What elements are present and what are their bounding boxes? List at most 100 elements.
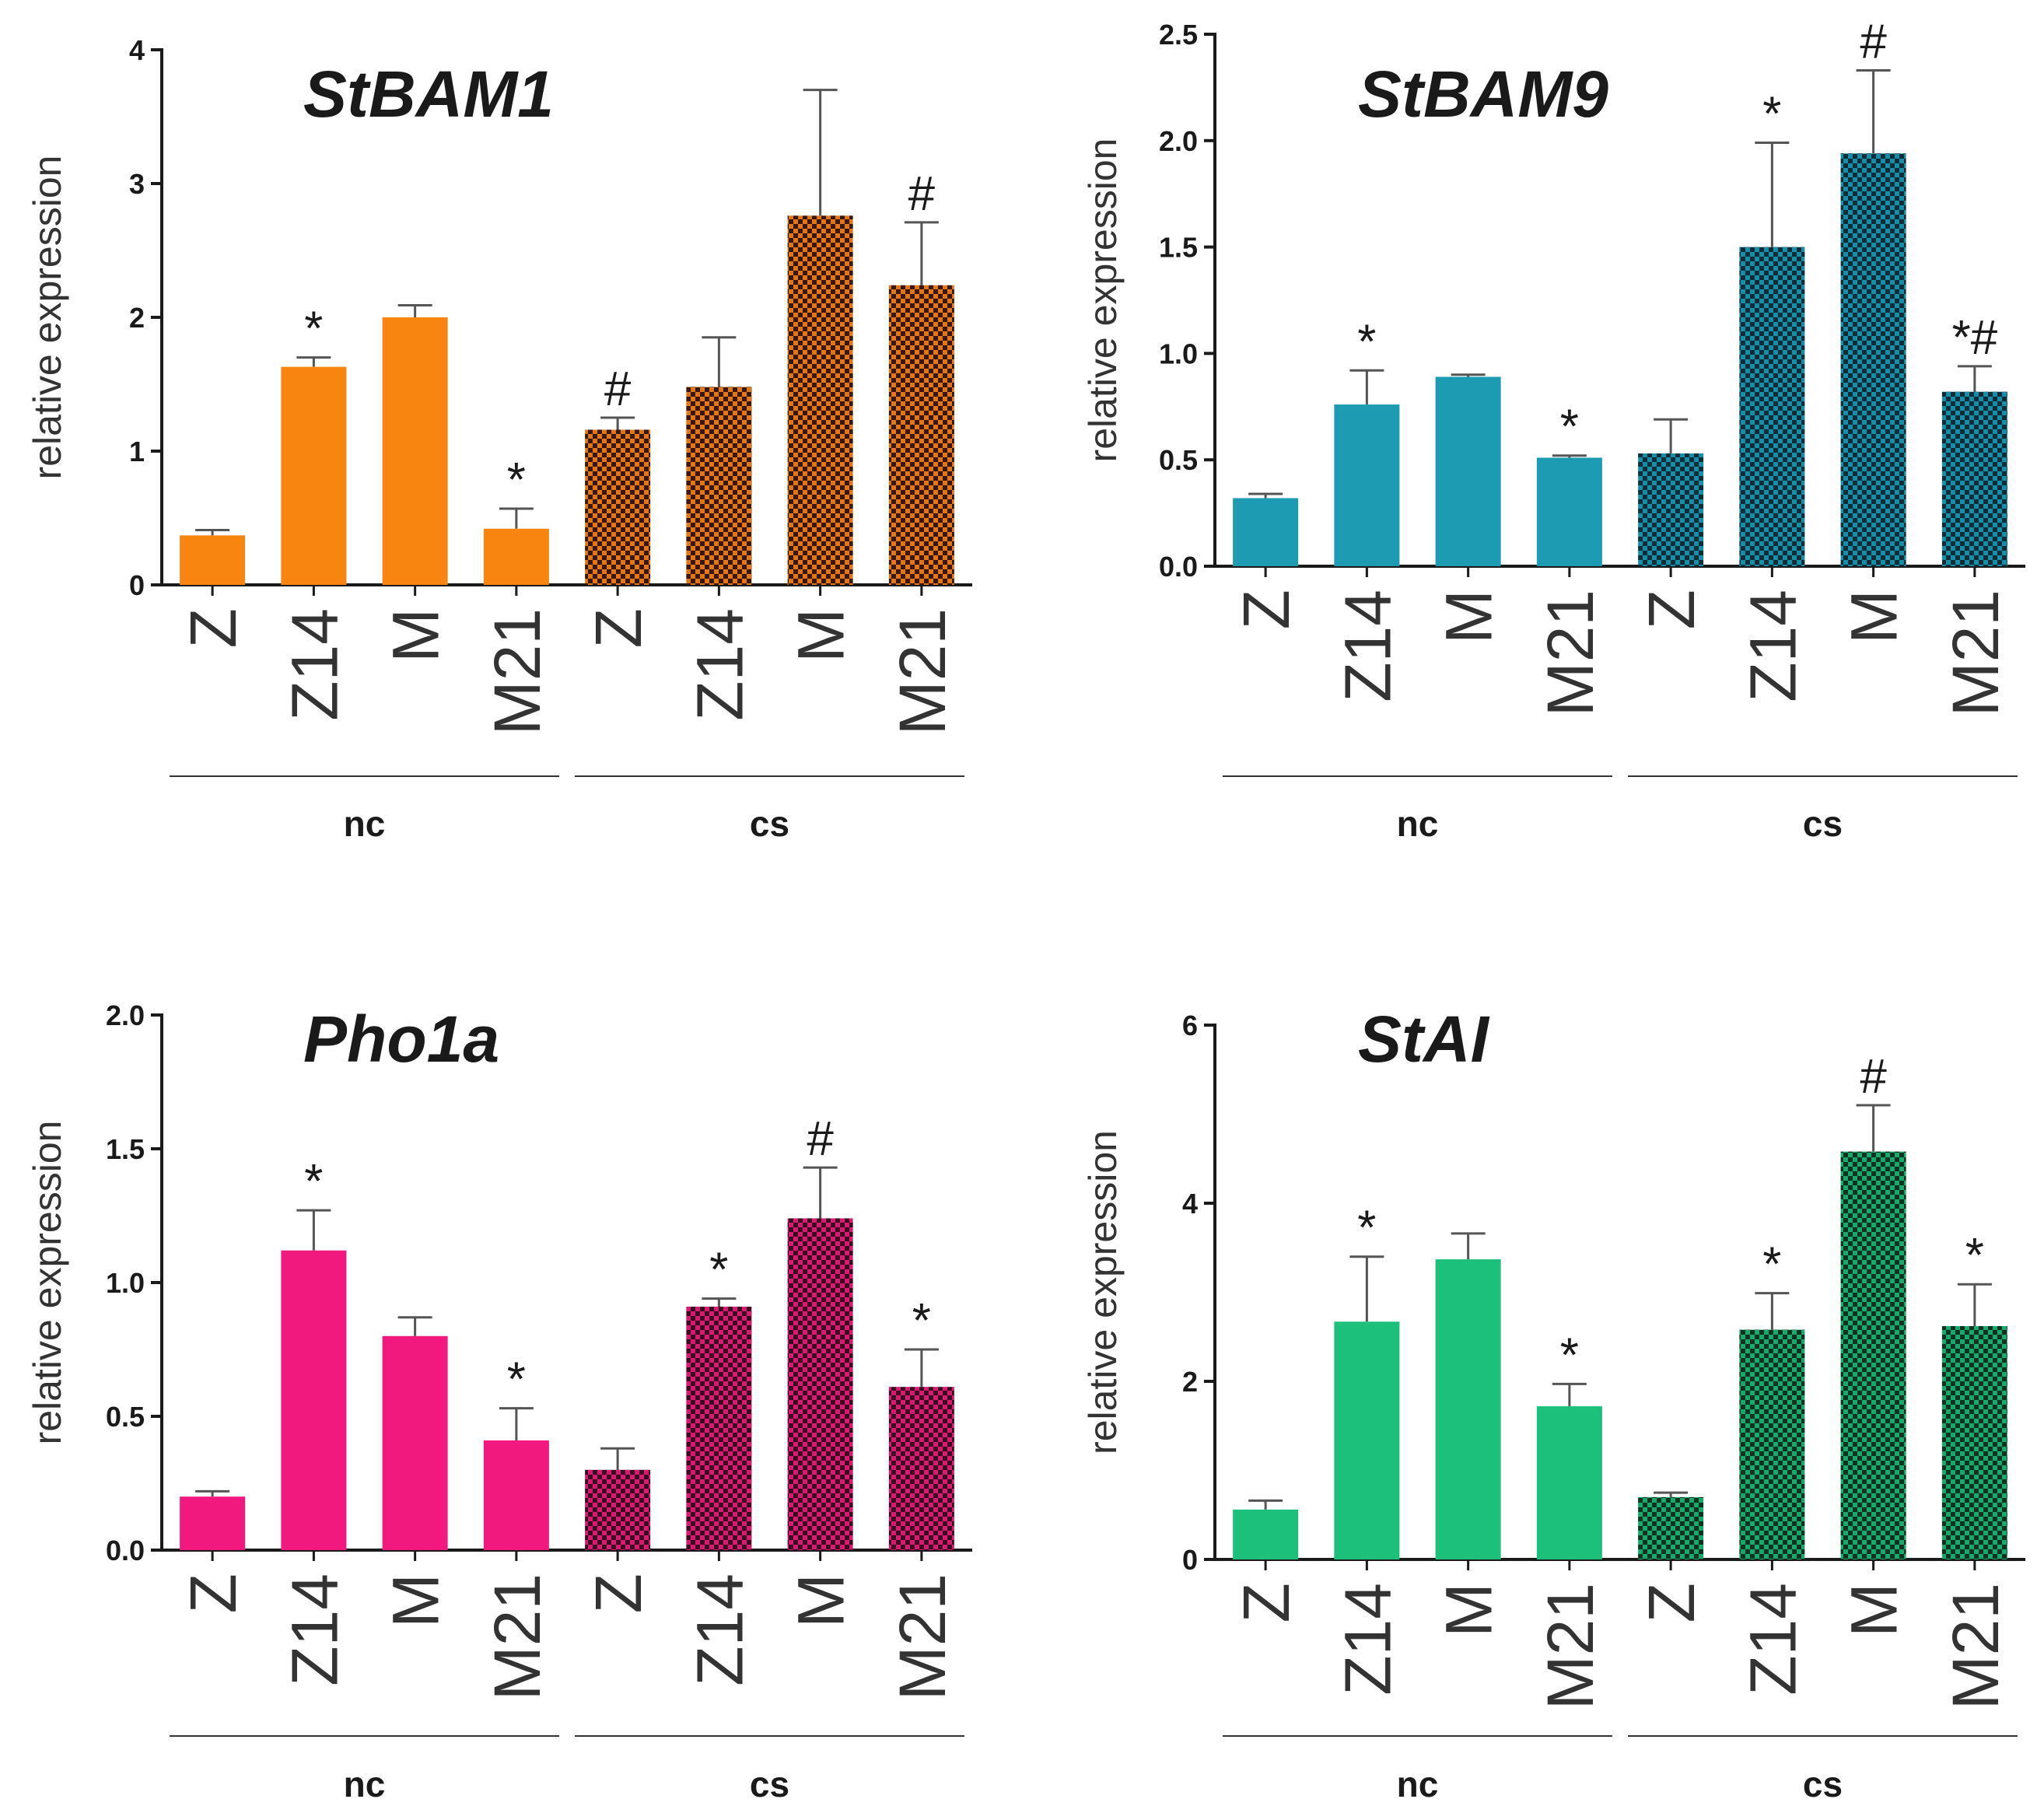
bar-cs-Z: [585, 429, 651, 585]
significance-mark: *: [1560, 401, 1579, 454]
bar-cs-Z14: [686, 387, 752, 585]
y-tick-label: 2.0: [106, 999, 145, 1031]
x-category-label: Z14: [683, 608, 756, 721]
chart-panel-Pho1a: Pho1a relative expression 0.0 0.5 1.0 1.5 2.0 Z…: [26, 999, 972, 1804]
x-category-label: Z: [1635, 1583, 1708, 1622]
y-tick-label: 3: [129, 168, 145, 200]
bar-nc-Z: [180, 535, 246, 585]
bar-nc-M21: [483, 1440, 549, 1550]
x-category-label: M21: [886, 1573, 959, 1700]
group-label: cs: [1803, 1764, 1843, 1804]
x-category-label: Z14: [1736, 1583, 1809, 1696]
y-tick-label: 0: [129, 569, 145, 601]
significance-mark: *: [1762, 1238, 1781, 1292]
bar-nc-M21: [1536, 1406, 1602, 1559]
bar-cs-M21: [888, 285, 954, 585]
x-category-label: M21: [886, 608, 959, 735]
bar-cs-Z14: [1739, 1329, 1805, 1559]
bar-cs-M: [1840, 153, 1906, 566]
bar-cs-M21: [1941, 1326, 2007, 1559]
bar-cs-Z14: [1739, 247, 1805, 566]
bar-cs-Z14: [686, 1306, 752, 1550]
x-category-label: M21: [1534, 1583, 1607, 1710]
x-category-label: M: [380, 608, 453, 663]
chart-title: StAI: [1358, 1003, 1490, 1076]
bar-nc-Z: [1233, 498, 1299, 566]
bar-nc-Z14: [281, 366, 347, 585]
bar-nc-M21: [1536, 457, 1602, 566]
y-tick-label: 2.5: [1159, 19, 1198, 51]
x-category-label: M21: [481, 1573, 554, 1700]
chart-panel-StAI: StAI relative expression 0 2 4 6 Z * Z14 M * M21 Z * Z…: [1081, 1003, 2025, 1804]
significance-mark: *: [1357, 1202, 1376, 1255]
y-tick-label: 1.5: [106, 1133, 145, 1165]
x-category-label: M: [1838, 1583, 1911, 1637]
group-label: nc: [344, 1764, 386, 1804]
bar-cs-M: [1840, 1151, 1906, 1559]
x-category-label: Z14: [683, 1573, 756, 1686]
x-category-label: Z: [1635, 590, 1708, 629]
x-category-label: Z: [177, 1573, 250, 1613]
significance-mark: #: [1860, 1050, 1887, 1104]
x-category-label: M: [1433, 590, 1506, 644]
bar-nc-Z: [1233, 1509, 1299, 1559]
x-category-label: Z: [1230, 1583, 1303, 1622]
chart-title: StBAM9: [1358, 58, 1608, 131]
significance-mark: *: [507, 453, 526, 507]
bar-nc-Z: [180, 1496, 246, 1550]
y-axis-label: relative expression: [26, 156, 69, 480]
significance-mark: *#: [1952, 311, 1998, 365]
bar-nc-M: [382, 1335, 448, 1550]
y-tick-label: 0: [1182, 1544, 1198, 1576]
bar-nc-M21: [483, 528, 549, 585]
x-category-label: Z: [582, 1573, 655, 1613]
x-category-label: M: [785, 608, 858, 663]
significance-mark: *: [1357, 315, 1376, 369]
significance-mark: *: [507, 1353, 526, 1407]
significance-mark: *: [304, 1155, 323, 1209]
bar-nc-M: [1435, 1259, 1501, 1559]
bar-nc-M: [1435, 376, 1501, 566]
y-tick-label: 2: [129, 302, 145, 334]
bar-nc-M: [382, 317, 448, 585]
y-axis-label: relative expression: [26, 1121, 69, 1445]
significance-mark: #: [908, 167, 936, 221]
x-category-label: M21: [1939, 1583, 2012, 1710]
significance-mark: *: [1560, 1328, 1579, 1382]
x-category-label: Z14: [278, 608, 351, 721]
significance-mark: #: [807, 1112, 834, 1166]
significance-mark: *: [709, 1244, 728, 1297]
bar-nc-Z14: [281, 1250, 347, 1550]
chart-panel-StBAM1: StBAM1 relative expression 0 1 2 3 4 Z * Z14 M * M21…: [26, 34, 972, 844]
bar-cs-M: [787, 215, 853, 585]
group-label: cs: [750, 803, 789, 844]
bar-cs-M: [787, 1218, 853, 1550]
bar-cs-M21: [888, 1387, 954, 1550]
significance-mark: *: [1762, 88, 1781, 142]
x-category-label: M21: [481, 608, 554, 735]
significance-mark: #: [604, 362, 632, 416]
y-tick-label: 1: [129, 436, 145, 467]
bar-nc-Z14: [1334, 1321, 1400, 1559]
group-label: nc: [1397, 803, 1439, 844]
y-tick-label: 1.5: [1159, 232, 1198, 264]
x-category-label: M: [785, 1573, 858, 1628]
chart-title: StBAM1: [303, 58, 554, 131]
x-category-label: M21: [1939, 590, 2012, 716]
x-category-label: Z14: [1331, 590, 1404, 702]
y-tick-label: 1.0: [106, 1267, 145, 1299]
y-tick-label: 0.5: [1159, 444, 1198, 476]
y-tick-label: 2.0: [1159, 125, 1198, 157]
y-tick-label: 6: [1182, 1010, 1198, 1041]
group-label: nc: [344, 803, 386, 844]
group-label: cs: [750, 1764, 789, 1804]
x-category-label: M: [1838, 590, 1911, 644]
x-category-label: Z: [1230, 590, 1303, 629]
group-label: cs: [1803, 803, 1843, 844]
significance-mark: *: [912, 1294, 931, 1348]
x-category-label: Z14: [1331, 1583, 1404, 1696]
bar-cs-Z: [1638, 1496, 1704, 1559]
y-tick-label: 4: [129, 34, 145, 66]
x-category-label: Z14: [278, 1573, 351, 1686]
